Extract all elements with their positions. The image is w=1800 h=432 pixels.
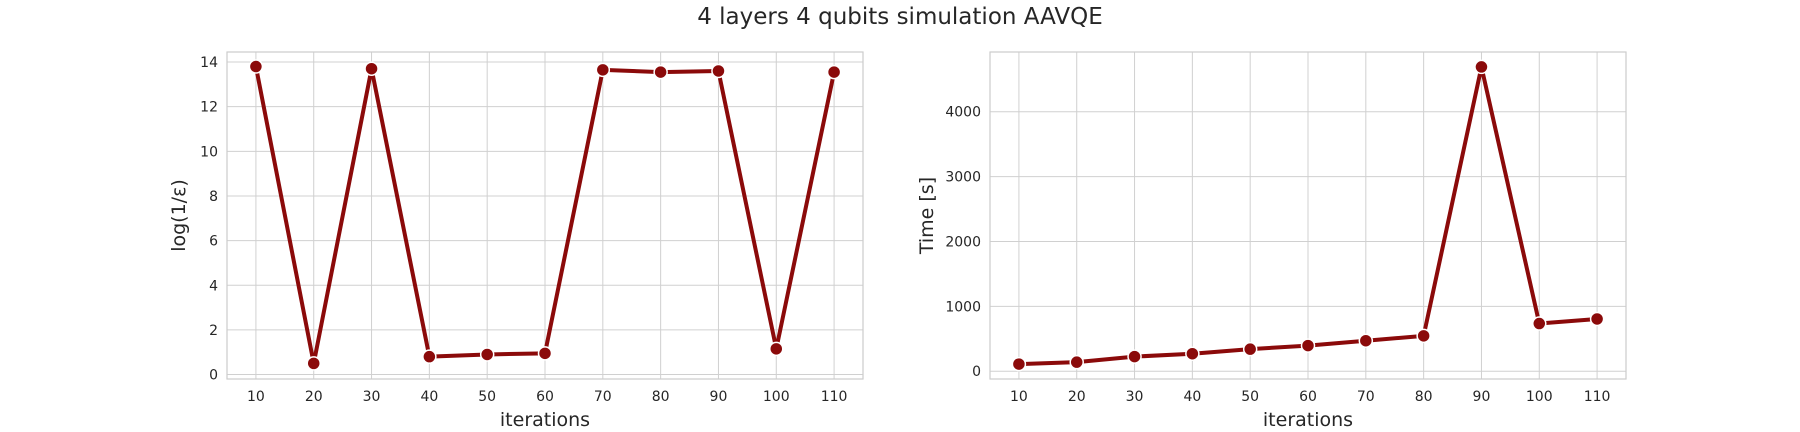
- x-tick-label: 70: [594, 389, 612, 405]
- data-point: [1185, 346, 1200, 361]
- x-tick-label: 100: [1526, 389, 1553, 405]
- data-point: [1474, 59, 1489, 75]
- x-tick-label: 60: [1299, 389, 1317, 405]
- data-point: [1589, 311, 1605, 327]
- y-tick-label: 2000: [945, 234, 981, 250]
- y-tick-label: 0: [209, 368, 218, 384]
- y-axis-label: Time [s]: [916, 177, 938, 255]
- x-tick-label: 50: [1241, 389, 1259, 405]
- data-point: [1011, 356, 1027, 372]
- x-tick-label: 90: [710, 389, 728, 405]
- data-point: [1358, 333, 1374, 348]
- data-point: [422, 349, 437, 364]
- data-point: [1069, 354, 1084, 370]
- x-tick-label: 20: [1068, 389, 1086, 405]
- data-point: [595, 62, 611, 78]
- data-point: [479, 347, 495, 362]
- x-tick-label: 70: [1357, 389, 1375, 405]
- y-tick-label: 10: [200, 144, 218, 160]
- x-tick-label: 60: [536, 389, 554, 405]
- y-axis-label: log(1/ε): [168, 179, 190, 252]
- x-tick-label: 80: [1415, 389, 1433, 405]
- right-subplot-time: 10 20 30 40 50 60 70 80 90 100 110 0 1000 2000 3000 400…: [916, 51, 1627, 431]
- y-tick-label: 0: [972, 364, 981, 380]
- x-axis-label: iterations: [500, 409, 590, 431]
- data-point: [769, 341, 784, 357]
- y-tick-label: 12: [200, 100, 218, 116]
- y-tick-label: 3000: [945, 170, 981, 186]
- x-tick-label: 10: [1010, 389, 1028, 405]
- x-tick-label: 40: [420, 389, 438, 405]
- axes-frame: [989, 51, 1627, 380]
- data-point: [364, 61, 379, 76]
- x-tick-label: 80: [652, 389, 670, 405]
- data-point: [1242, 341, 1258, 357]
- x-tick-label: 100: [763, 389, 790, 405]
- left-subplot-loginv-epsilon: 10 20 30 40 50 60 70 80 90 100 110 0 2 4 6 8 10 12 14 itera…: [168, 51, 864, 431]
- y-tick-label: 8: [209, 189, 218, 205]
- data-point: [653, 64, 668, 80]
- data-point: [537, 346, 553, 361]
- y-tick-label: 2: [209, 323, 218, 339]
- y-tick-label: 4: [209, 278, 218, 294]
- x-tick-label: 30: [363, 389, 381, 405]
- y-tick-label: 14: [200, 55, 218, 71]
- data-point: [1300, 338, 1316, 353]
- x-tick-label: 20: [305, 389, 323, 405]
- data-point: [306, 356, 321, 371]
- x-tick-label: 50: [478, 389, 496, 405]
- x-tick-label: 90: [1473, 389, 1491, 405]
- x-tick-label: 40: [1183, 389, 1201, 405]
- data-point: [826, 64, 842, 80]
- data-point: [248, 59, 264, 74]
- axes-frame: [226, 51, 864, 380]
- y-tick-label: 6: [209, 234, 218, 250]
- x-axis-label: iterations: [1263, 409, 1353, 431]
- data-point: [711, 63, 726, 79]
- data-point: [1127, 349, 1142, 364]
- y-tick-label: 4000: [945, 105, 981, 121]
- x-tick-label: 110: [821, 389, 848, 405]
- x-tick-label: 10: [247, 389, 265, 405]
- y-tick-label: 1000: [945, 299, 981, 315]
- figure-title: 4 layers 4 qubits simulation AAVQE: [697, 4, 1103, 30]
- data-point: [1416, 328, 1431, 344]
- x-tick-label: 30: [1126, 389, 1144, 405]
- x-tick-label: 110: [1584, 389, 1611, 405]
- data-point: [1532, 316, 1547, 331]
